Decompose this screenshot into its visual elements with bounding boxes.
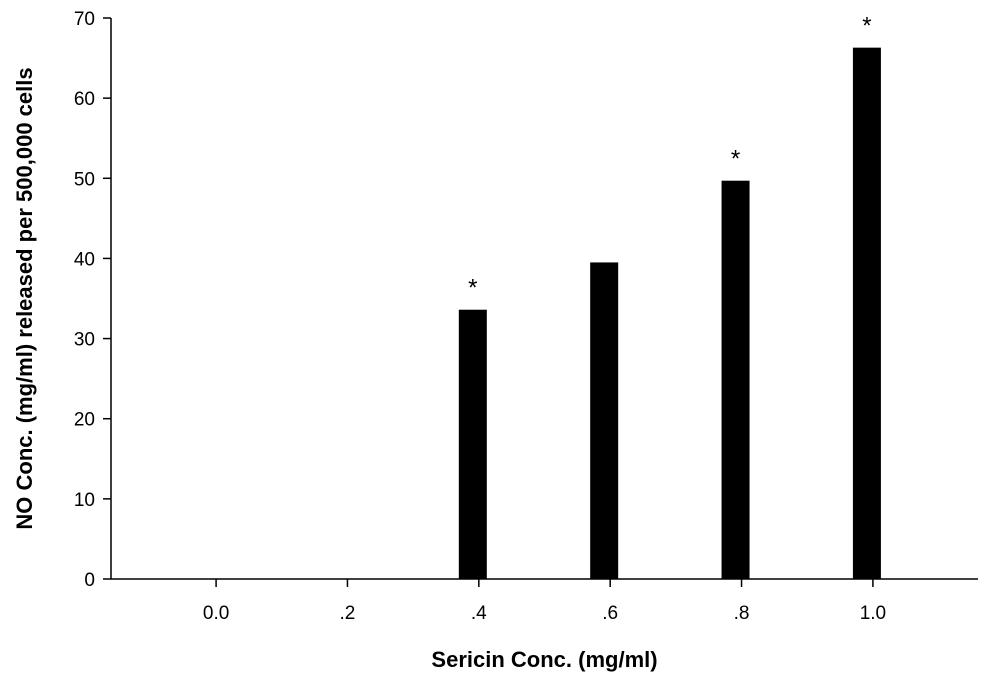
x-tick-label: .2 (340, 603, 356, 624)
x-axis-ticks: 0.0 .2 .4 .6 .8 1.0 (203, 579, 886, 624)
x-tick-label: .6 (602, 603, 618, 624)
y-tick-label: 30 (74, 330, 95, 351)
significance-star: * (731, 146, 740, 173)
bar (458, 309, 487, 579)
y-axis-title: NO Conc. (mg/ml) released per 500,000 ce… (12, 67, 37, 529)
significance-star: * (468, 275, 477, 302)
x-tick-label: .4 (471, 603, 487, 624)
x-axis-title: Sericin Conc. (mg/ml) (431, 647, 657, 672)
significance-markers: * * * (468, 13, 871, 302)
y-tick-label: 0 (84, 570, 95, 591)
y-tick-label: 40 (74, 249, 95, 270)
significance-star: * (862, 13, 871, 40)
y-tick-label: 20 (74, 410, 95, 431)
bar (721, 180, 750, 579)
bar (852, 47, 881, 580)
chart-axes (110, 18, 978, 580)
y-tick-label: 60 (74, 89, 95, 110)
y-axis-ticks: 0 10 20 30 40 50 60 70 (74, 9, 111, 591)
y-tick-label: 70 (74, 9, 95, 30)
x-tick-label: 0.0 (203, 603, 229, 624)
chart-bars (458, 47, 881, 580)
y-tick-label: 10 (74, 490, 95, 511)
x-tick-label: 1.0 (860, 603, 886, 624)
x-tick-label: .8 (734, 603, 750, 624)
bar (590, 262, 619, 579)
y-tick-label: 50 (74, 169, 95, 190)
